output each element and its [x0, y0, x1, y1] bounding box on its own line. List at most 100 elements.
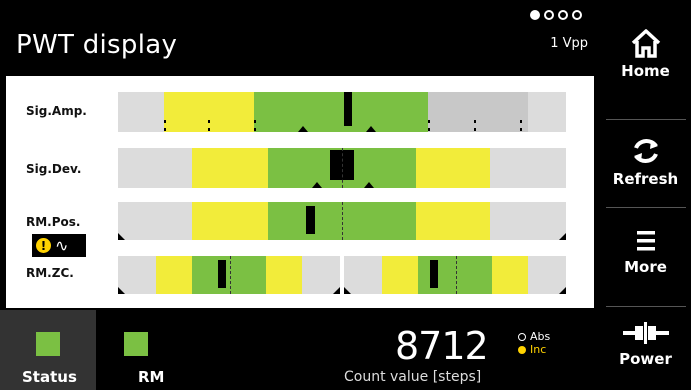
page-title: PWT display [16, 30, 178, 60]
rm-zc-seg [492, 256, 528, 294]
rm-tab[interactable]: RM [110, 310, 190, 390]
status-indicator [36, 332, 60, 356]
rm-pos-bar [118, 202, 566, 240]
rm-zc-marker-1 [218, 260, 226, 288]
warning-icon: ! [36, 238, 51, 253]
inc-radio-icon [518, 345, 526, 354]
center-line [230, 256, 231, 294]
home-button[interactable]: Home [600, 26, 691, 80]
home-label: Home [621, 62, 670, 80]
scale-tick [474, 120, 476, 123]
scale-tick [164, 128, 166, 131]
scale-tick [208, 120, 210, 123]
power-button[interactable]: Power [600, 318, 691, 368]
inc-option[interactable]: Inc [518, 343, 550, 356]
page-indicator [530, 10, 582, 20]
page-dot-4 [572, 10, 582, 20]
sig-amp-seg [428, 92, 528, 132]
signal-panel: Sig.Amp. Sig.Dev. [6, 76, 594, 308]
scale-tick [428, 128, 430, 131]
refresh-icon [633, 139, 658, 163]
signal-range: 1 Vpp [550, 36, 588, 51]
rm-zc-marker-2 [430, 260, 438, 288]
inc-label: Inc [530, 343, 547, 356]
scale-tick [254, 120, 256, 123]
sig-dev-bar [118, 148, 566, 188]
rm-zc-seg [266, 256, 302, 294]
row-label-rm-zc: RM.ZC. [26, 266, 74, 280]
scale-tick [520, 128, 522, 131]
rm-pos-seg [118, 202, 192, 240]
power-label: Power [619, 350, 672, 368]
center-line [456, 256, 457, 294]
abs-inc-toggle[interactable]: Abs Inc [518, 330, 550, 356]
rm-label: RM [138, 368, 165, 386]
sig-amp-seg [164, 92, 254, 132]
rm-zc-bar [118, 256, 566, 294]
sine-wave-icon: ∿ [55, 235, 69, 255]
row-label-sig-dev: Sig.Dev. [26, 162, 82, 176]
sig-dev-seg [490, 148, 566, 188]
limit-triangle [298, 126, 308, 132]
scale-tick [428, 120, 430, 123]
page-dot-3 [558, 10, 568, 20]
status-tab[interactable]: Status [0, 310, 96, 390]
abs-label: Abs [530, 330, 551, 343]
corner-mark [344, 287, 351, 294]
sig-dev-seg [192, 148, 268, 188]
bottom-bar: Status RM 8712 Abs Inc Count value [step… [0, 310, 596, 390]
center-line [342, 148, 343, 188]
sig-amp-bar [118, 92, 566, 132]
limit-triangle [364, 182, 374, 188]
center-line [342, 202, 343, 240]
corner-mark [118, 233, 125, 240]
power-plug-icon [622, 322, 669, 344]
more-button[interactable]: More [600, 226, 691, 276]
rm-warning-icon: ! ∿ [32, 234, 86, 257]
scale-tick [164, 120, 166, 123]
sig-amp-marker [344, 92, 352, 126]
corner-mark [333, 287, 340, 294]
rm-pos-seg [490, 202, 566, 240]
sidebar-divider [606, 119, 686, 120]
abs-option[interactable]: Abs [518, 330, 550, 343]
page-dot-1 [530, 10, 540, 20]
count-value: 8712 [395, 324, 489, 368]
status-label: Status [22, 368, 77, 386]
page-dot-2 [544, 10, 554, 20]
row-label-sig-amp: Sig.Amp. [26, 104, 87, 118]
abs-radio-icon [518, 332, 526, 341]
rm-pos-seg [416, 202, 490, 240]
rm-zc-seg [156, 256, 192, 294]
sig-amp-seg [528, 92, 566, 132]
rm-zc-seg [382, 256, 418, 294]
count-label: Count value [steps] [344, 369, 482, 385]
sig-amp-seg [254, 92, 428, 132]
sig-dev-seg [416, 148, 490, 188]
limit-triangle [366, 126, 376, 132]
corner-mark [559, 287, 566, 294]
scale-tick [208, 128, 210, 131]
header-bar: PWT display 1 Vpp [0, 0, 596, 76]
corner-mark [559, 233, 566, 240]
sig-dev-seg [118, 148, 192, 188]
sidebar-divider [606, 207, 686, 208]
limit-triangle [312, 182, 322, 188]
rm-pos-seg [192, 202, 268, 240]
scale-tick [520, 120, 522, 123]
right-sidebar: Home Refresh More [600, 0, 691, 390]
home-icon [631, 29, 660, 58]
rm-zc-seg [192, 256, 266, 294]
scale-tick [474, 128, 476, 131]
row-label-rm-pos: RM.Pos. [26, 215, 81, 229]
refresh-label: Refresh [612, 170, 679, 188]
rm-pos-marker [306, 206, 315, 234]
refresh-button[interactable]: Refresh [600, 134, 691, 188]
corner-mark [118, 287, 125, 294]
more-label: More [624, 258, 667, 276]
sidebar-divider [606, 306, 686, 307]
menu-icon [636, 231, 655, 251]
rm-indicator [124, 332, 148, 356]
scale-tick [254, 128, 256, 131]
